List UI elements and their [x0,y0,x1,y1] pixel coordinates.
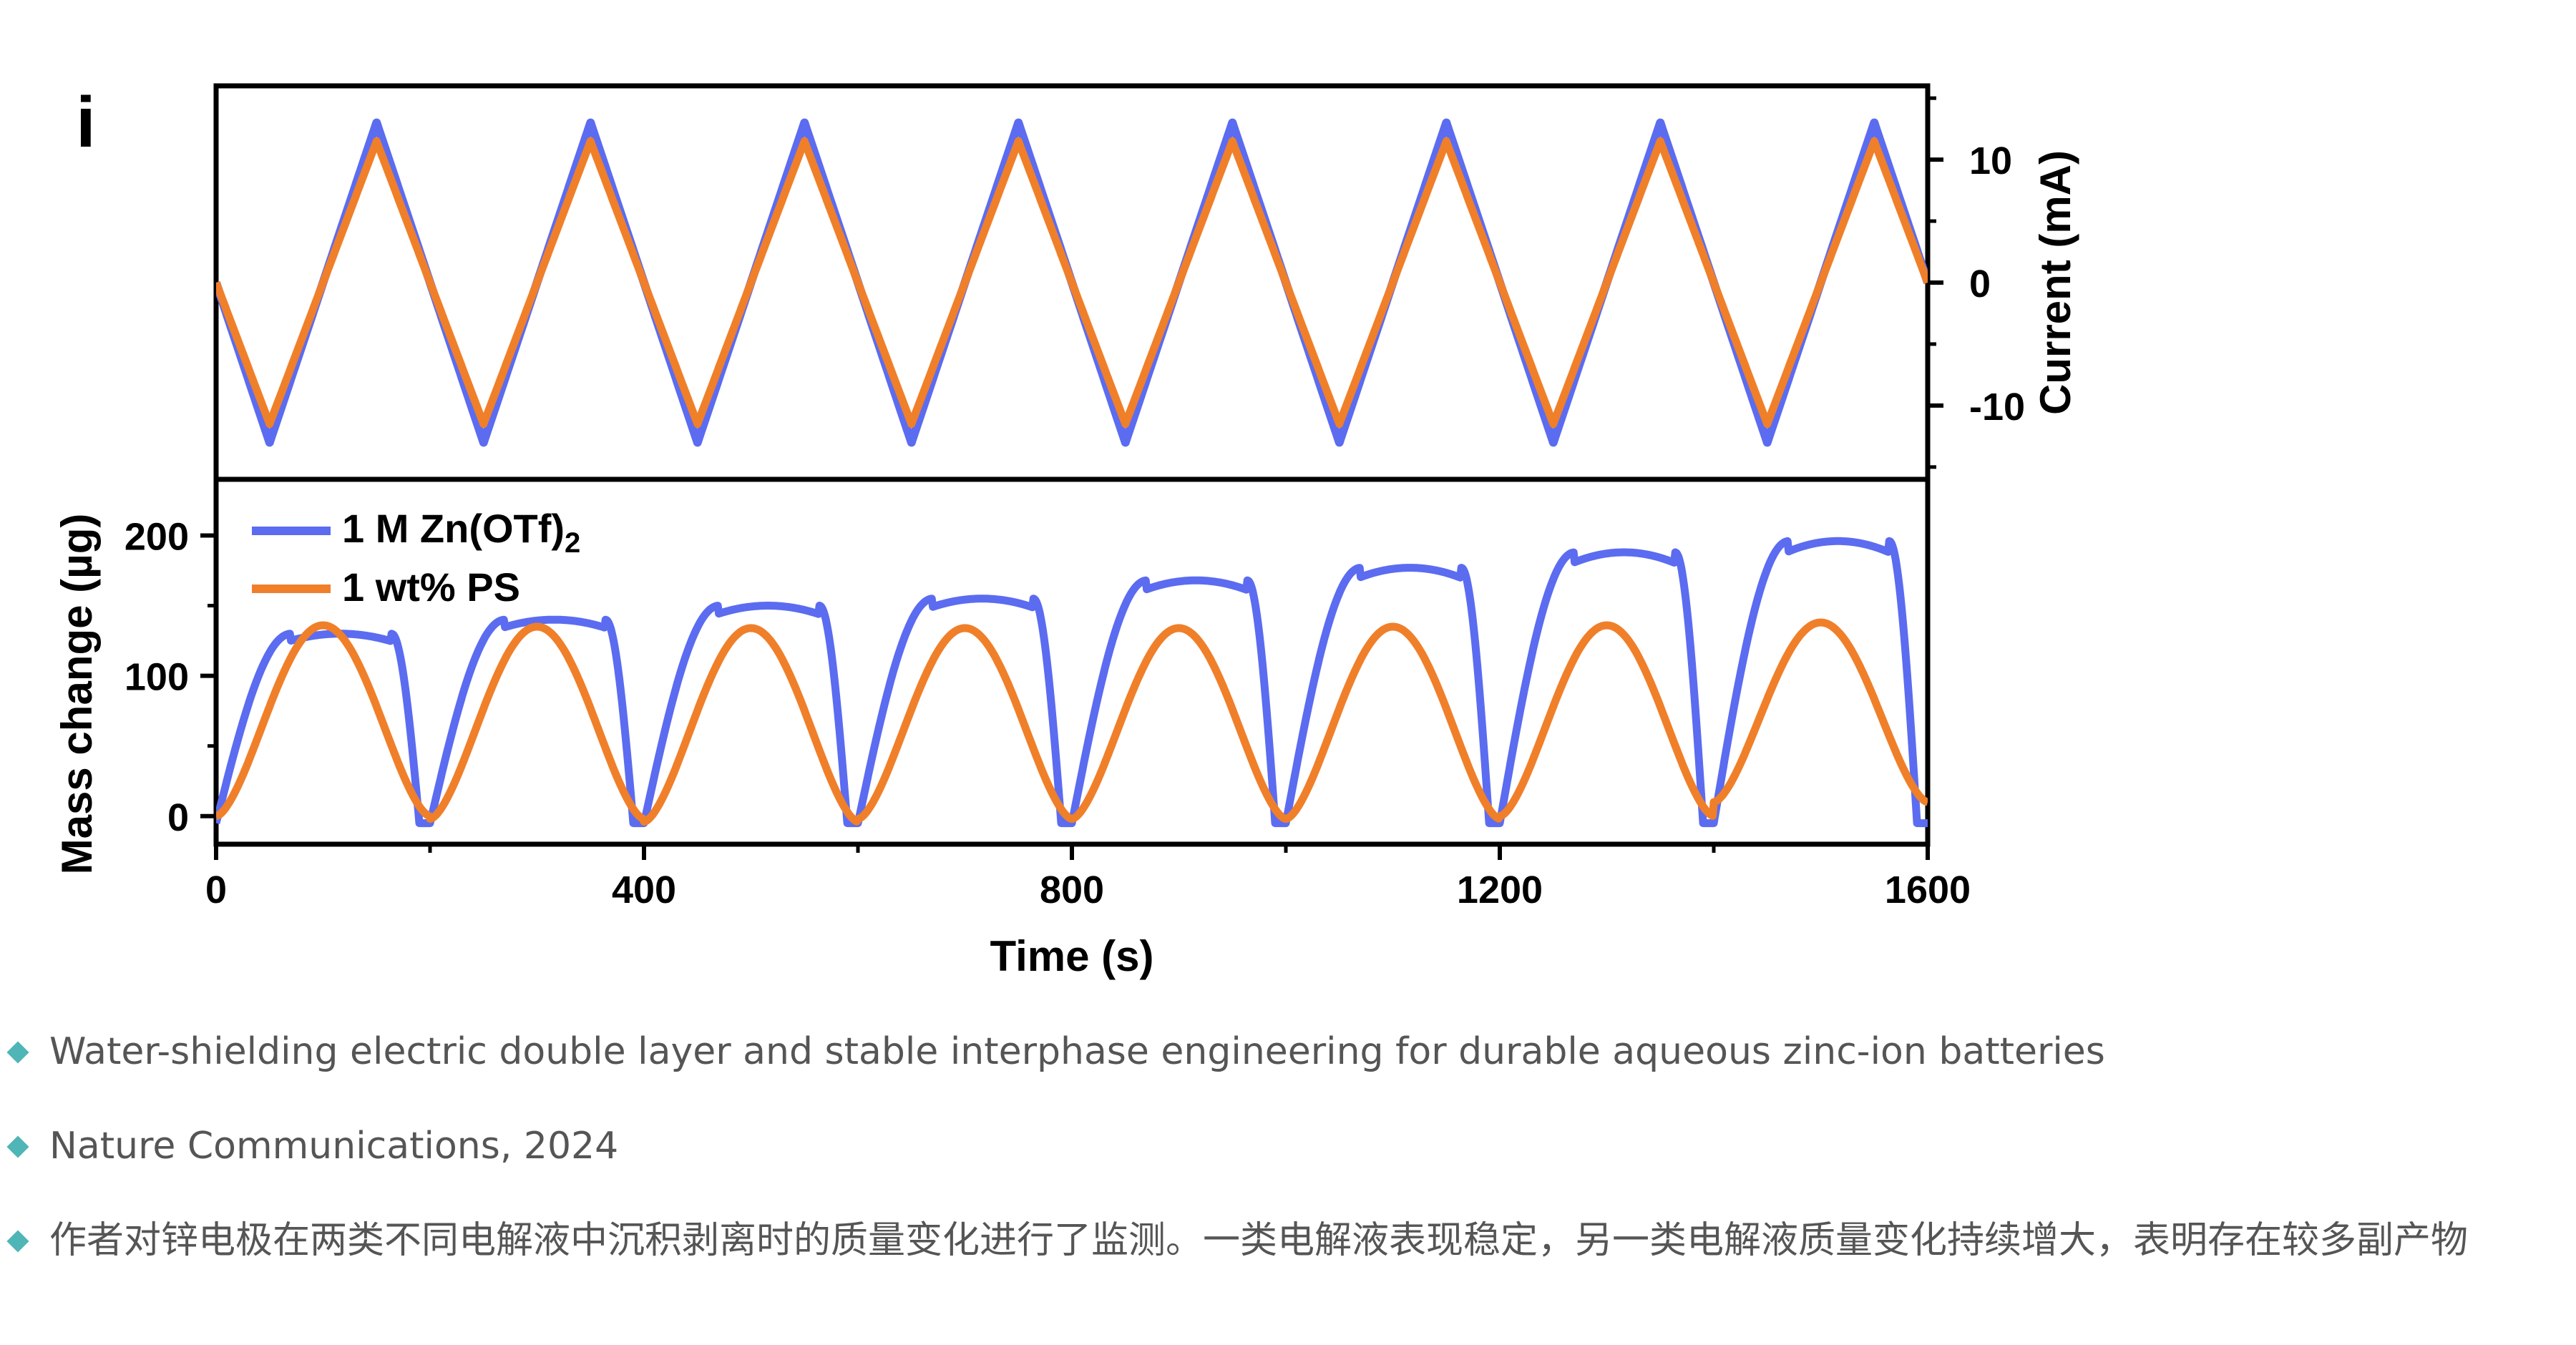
legend-label-zn-otf: 1 M Zn(OTf)2 [342,506,580,559]
legend-label-ps: 1 wt% PS [342,564,520,610]
panel-label: i [76,82,96,162]
current-axis-title: Current (mA) [2031,150,2079,415]
current-tick-label: -10 [1969,386,2025,429]
caption-description: 作者对锌电极在两类不同电解液中沉积剥离时的质量变化进行了监测。一类电解液表现稳定… [49,1219,2469,1262]
time-axis-title: Time (s) [990,932,1154,980]
mass-axis-title: Mass change (µg) [53,514,101,875]
mass-axis: 0 100 200 [125,515,216,839]
time-tick-label: 400 [612,869,676,911]
caption-item: Water-shielding electric double layer an… [6,1016,2543,1087]
time-tick-label: 1600 [1885,869,1971,911]
mass-tick-label: 0 [167,796,189,839]
mass-series-group [216,537,1928,828]
mass-tick-label: 100 [125,656,189,699]
current-series-group [216,118,1928,447]
diamond-bullet-icon [6,1135,29,1158]
mass-tick-label: 200 [125,515,189,558]
mass-line-ps [216,618,1928,826]
current-tick-label: 0 [1969,263,1991,305]
caption-list: Water-shielding electric double layer an… [6,1016,2543,1299]
caption-journal: Nature Communications, 2024 [49,1125,619,1168]
current-axis: 10 0 -10 [1928,96,2025,469]
diamond-bullet-icon [6,1230,29,1253]
current-line-ps [216,137,1928,429]
caption-item: 作者对锌电极在两类不同电解液中沉积剥离时的质量变化进行了监测。一类电解液表现稳定… [6,1205,2543,1276]
time-axis: 0 400 800 1200 1600 [205,844,1971,911]
caption-title: Water-shielding electric double layer an… [49,1030,2105,1073]
time-tick-label: 1200 [1457,869,1543,911]
legend: 1 M Zn(OTf)2 1 wt% PS [252,506,580,610]
caption-item: Nature Communications, 2024 [6,1110,2543,1182]
diamond-bullet-icon [6,1041,29,1064]
current-tick-label: 10 [1969,140,2012,182]
mass-line-zn-otf [216,537,1928,828]
time-tick-label: 0 [205,869,227,911]
time-tick-label: 800 [1040,869,1104,911]
